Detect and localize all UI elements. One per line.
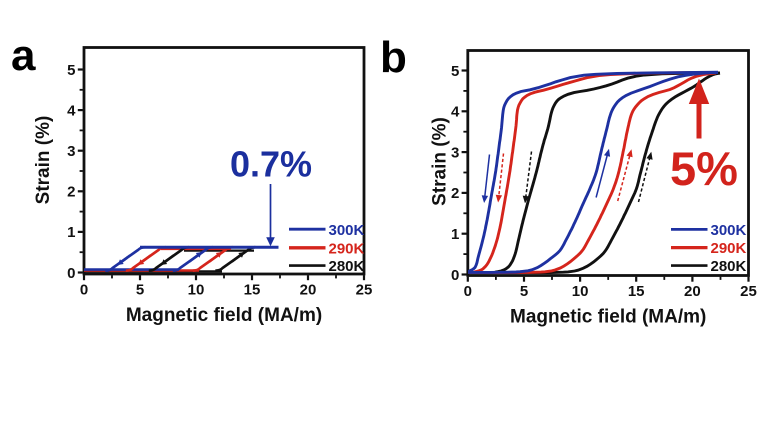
- svg-text:5: 5: [136, 282, 144, 299]
- svg-text:25: 25: [740, 283, 757, 300]
- svg-text:0.7%: 0.7%: [230, 144, 312, 185]
- svg-text:2: 2: [67, 184, 75, 201]
- svg-text:0: 0: [464, 283, 472, 300]
- svg-text:25: 25: [356, 282, 373, 299]
- svg-text:10: 10: [572, 283, 589, 300]
- svg-text:0: 0: [67, 265, 75, 282]
- svg-text:4: 4: [451, 104, 460, 121]
- svg-text:0: 0: [80, 282, 88, 299]
- svg-text:a: a: [11, 31, 36, 80]
- svg-text:3: 3: [451, 144, 459, 161]
- svg-text:280K: 280K: [711, 258, 747, 275]
- svg-text:280K: 280K: [329, 258, 365, 275]
- svg-text:3: 3: [67, 143, 75, 160]
- svg-text:Strain (%): Strain (%): [430, 117, 451, 206]
- svg-text:300K: 300K: [711, 222, 747, 239]
- svg-text:20: 20: [684, 283, 701, 300]
- svg-text:5: 5: [67, 62, 75, 79]
- svg-text:0: 0: [451, 267, 459, 284]
- svg-text:15: 15: [244, 282, 261, 299]
- svg-text:2: 2: [451, 185, 459, 202]
- svg-text:300K: 300K: [329, 222, 365, 239]
- svg-text:5: 5: [520, 283, 528, 300]
- svg-text:b: b: [380, 33, 407, 82]
- svg-text:10: 10: [188, 282, 205, 299]
- svg-text:5: 5: [451, 63, 459, 80]
- svg-text:15: 15: [628, 283, 645, 300]
- svg-text:4: 4: [67, 102, 76, 119]
- svg-text:Magnetic field (MA/m): Magnetic field (MA/m): [510, 307, 706, 328]
- svg-text:20: 20: [300, 282, 317, 299]
- svg-text:Magnetic field (MA/m): Magnetic field (MA/m): [126, 305, 322, 326]
- svg-text:Strain (%): Strain (%): [33, 116, 54, 205]
- svg-text:1: 1: [451, 226, 459, 243]
- svg-text:1: 1: [67, 224, 75, 241]
- svg-text:290K: 290K: [711, 240, 747, 257]
- svg-text:5%: 5%: [670, 142, 738, 195]
- svg-text:290K: 290K: [329, 240, 365, 257]
